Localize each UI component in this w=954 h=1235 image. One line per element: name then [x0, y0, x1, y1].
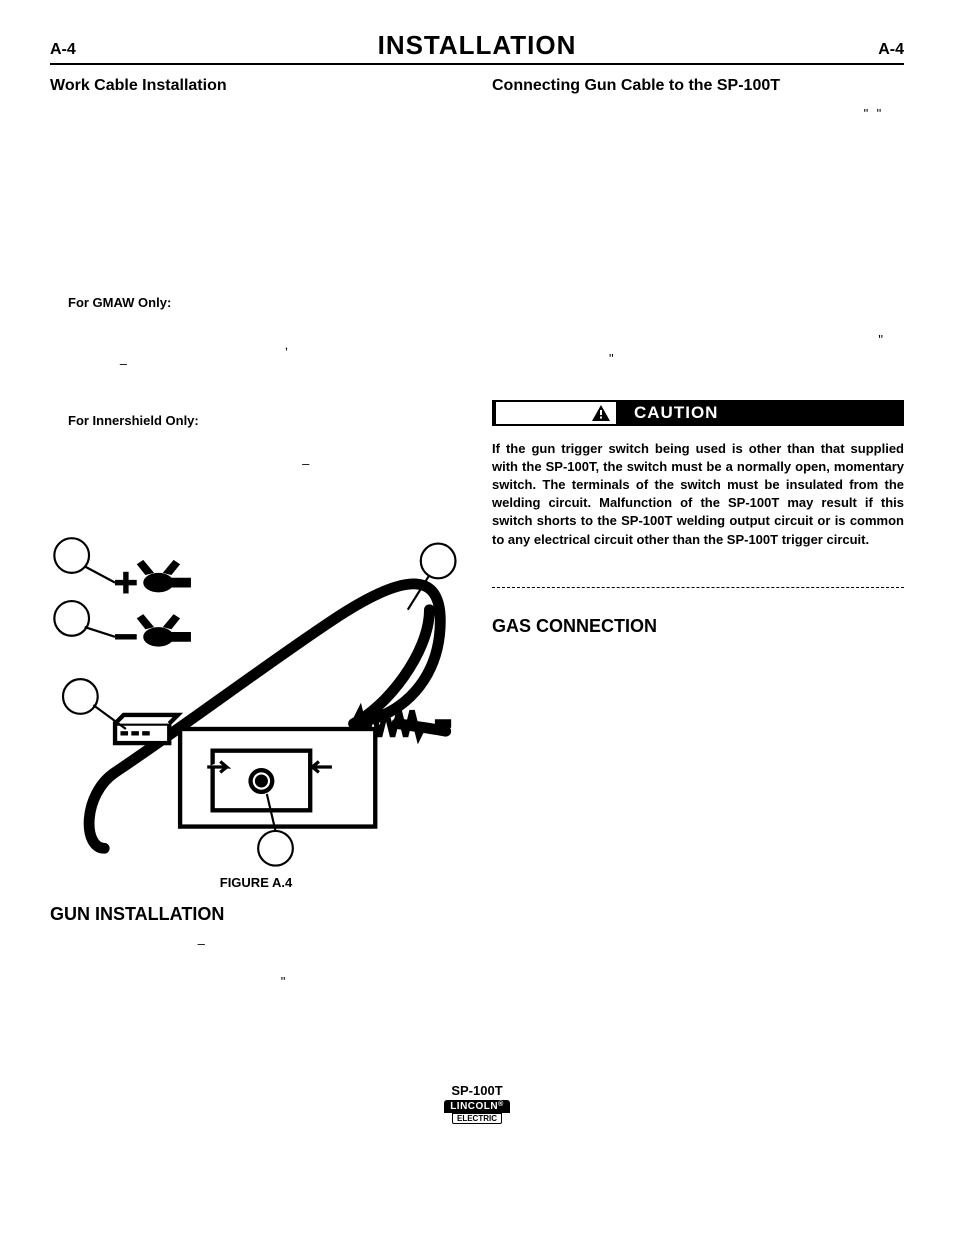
work-cable-heading: Work Cable Installation — [50, 77, 462, 95]
innershield-text: Lorem ipsum dolor sit amet consectetur a… — [50, 436, 462, 493]
gas-connection-heading: GAS CONNECTION — [492, 616, 904, 637]
gmaw-label: For GMAW Only: — [50, 295, 462, 310]
figure-caption: FIGURE A.4 — [50, 875, 462, 890]
caution-icon-box — [496, 402, 616, 424]
dash-char: – — [302, 456, 309, 471]
caution-label: CAUTION — [616, 403, 904, 423]
innershield-label: For Innershield Only: — [50, 413, 462, 428]
page-header: A-4 INSTALLATION A-4 — [50, 30, 904, 65]
logo-top: LINCOLN® — [444, 1100, 510, 1113]
dash-char: – — [120, 356, 127, 371]
gmaw-text: Lorem ipsum dolor sit amet consectetur a… — [50, 318, 462, 393]
welder-diagram — [50, 523, 462, 870]
logo-bottom: ELECTRIC — [452, 1113, 502, 1124]
quote-char: " — [281, 974, 286, 989]
dashed-separator — [492, 587, 904, 588]
caution-bar: CAUTION — [492, 400, 904, 426]
gun-installation-heading: GUN INSTALLATION — [50, 904, 462, 925]
body-paragraph: Lorem ipsum dolor sit amet consectetur a… — [50, 105, 462, 275]
dash-char: – — [198, 936, 205, 951]
page-footer: SP-100T LINCOLN® ELECTRIC — [50, 1083, 904, 1124]
right-column: Connecting Gun Cable to the SP-100T Lore… — [492, 73, 904, 1023]
gas-text: Lorem ipsum dolor sit amet consectetur a… — [492, 647, 904, 722]
page-title: INSTALLATION — [378, 30, 577, 61]
quote-close: " — [609, 351, 614, 366]
body-paragraph: Lorem ipsum dolor sit amet consectetur a… — [492, 105, 904, 388]
warning-icon — [592, 405, 610, 421]
caution-body: If the gun trigger switch being used is … — [492, 440, 904, 549]
left-column: Work Cable Installation Lorem ipsum dolo… — [50, 73, 462, 1023]
page-number-left: A-4 — [50, 41, 76, 59]
content-columns: Work Cable Installation Lorem ipsum dolo… — [50, 73, 904, 1023]
lincoln-logo: LINCOLN® ELECTRIC — [444, 1100, 510, 1124]
footer-model: SP-100T — [50, 1083, 904, 1098]
figure-a4: FIGURE A.4 — [50, 523, 462, 891]
connecting-gun-heading: Connecting Gun Cable to the SP-100T — [492, 77, 904, 95]
quote-open: " — [878, 332, 883, 347]
quote-marks: " " — [864, 106, 882, 121]
gun-text: Lorem ipsum dolor sit – amet consectetur… — [50, 935, 462, 1010]
page-number-right: A-4 — [878, 41, 904, 59]
